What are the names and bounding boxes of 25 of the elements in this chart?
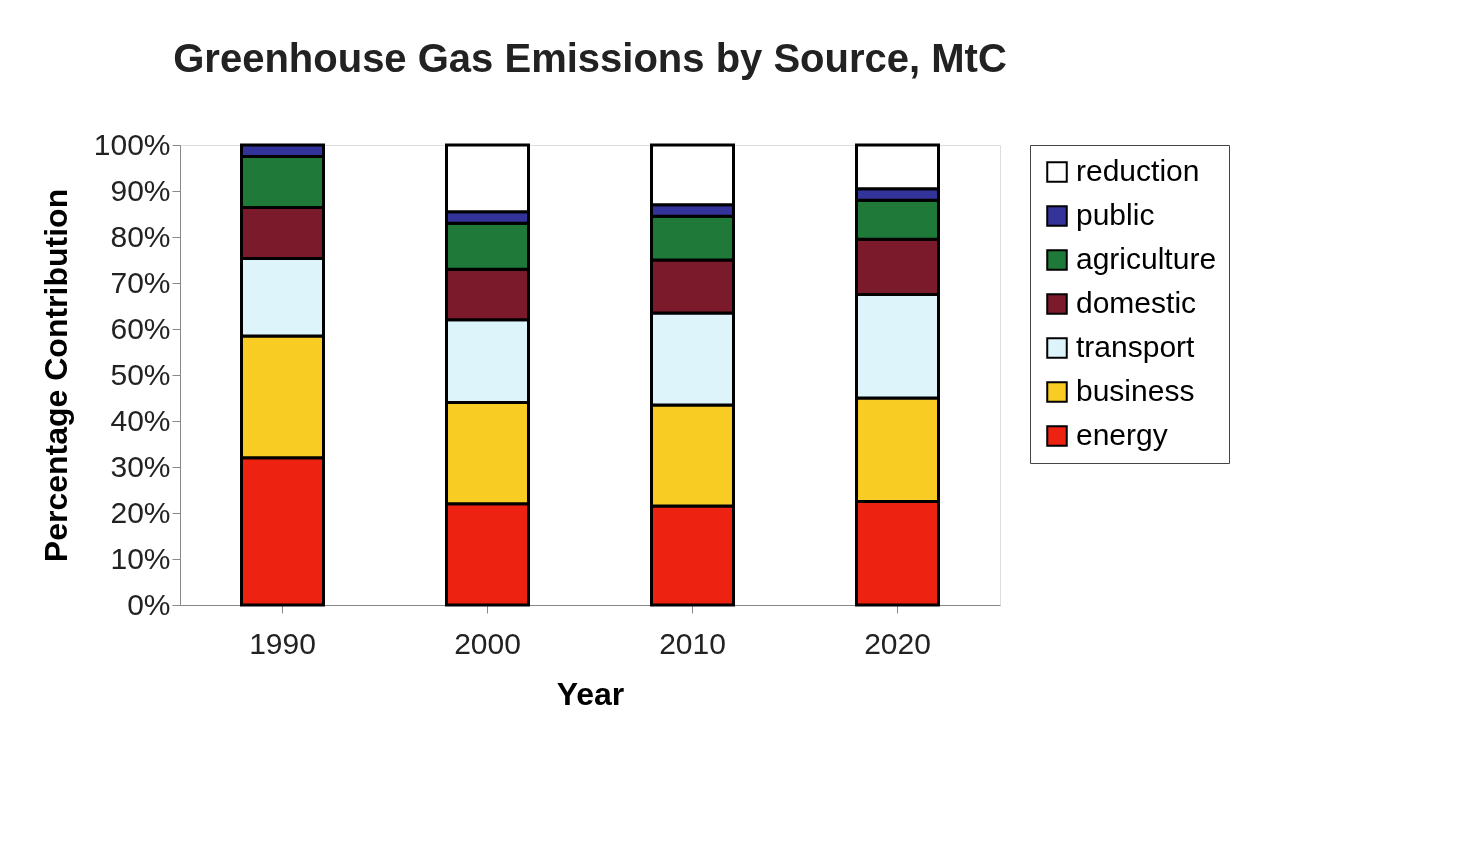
y-axis-title: Percentage Contribution	[37, 188, 74, 563]
y-tick-label: 0%	[127, 587, 171, 621]
x-tick-label: 2010	[659, 626, 726, 660]
y-tick-label: 60%	[110, 311, 171, 345]
x-tick-label: 1990	[249, 626, 316, 660]
x-tick-label: 2000	[454, 626, 521, 660]
legend-label: public	[1076, 198, 1155, 231]
x-tick-label: 2020	[864, 626, 931, 660]
y-tick-label: 10%	[110, 541, 171, 575]
legend-label: transport	[1076, 330, 1196, 363]
legend-label: agriculture	[1076, 242, 1217, 275]
legend-label: domestic	[1076, 286, 1197, 319]
y-tick-label: 50%	[110, 357, 171, 391]
y-tick-label: 30%	[110, 449, 171, 483]
y-tick-label: 70%	[110, 265, 171, 299]
y-tick-label: 40%	[110, 403, 171, 437]
y-tick-label: 20%	[110, 495, 171, 529]
legend-label: reduction	[1076, 154, 1200, 187]
legend-label: energy	[1076, 418, 1168, 451]
x-axis-title: Year	[556, 675, 625, 712]
y-tick-label: 90%	[110, 173, 171, 207]
y-tick-label: 100%	[93, 127, 171, 161]
chart-title: Greenhouse Gas Emissions by Source, MtC	[173, 36, 1007, 80]
y-tick-label: 80%	[110, 219, 171, 253]
legend-label: business	[1076, 374, 1195, 407]
